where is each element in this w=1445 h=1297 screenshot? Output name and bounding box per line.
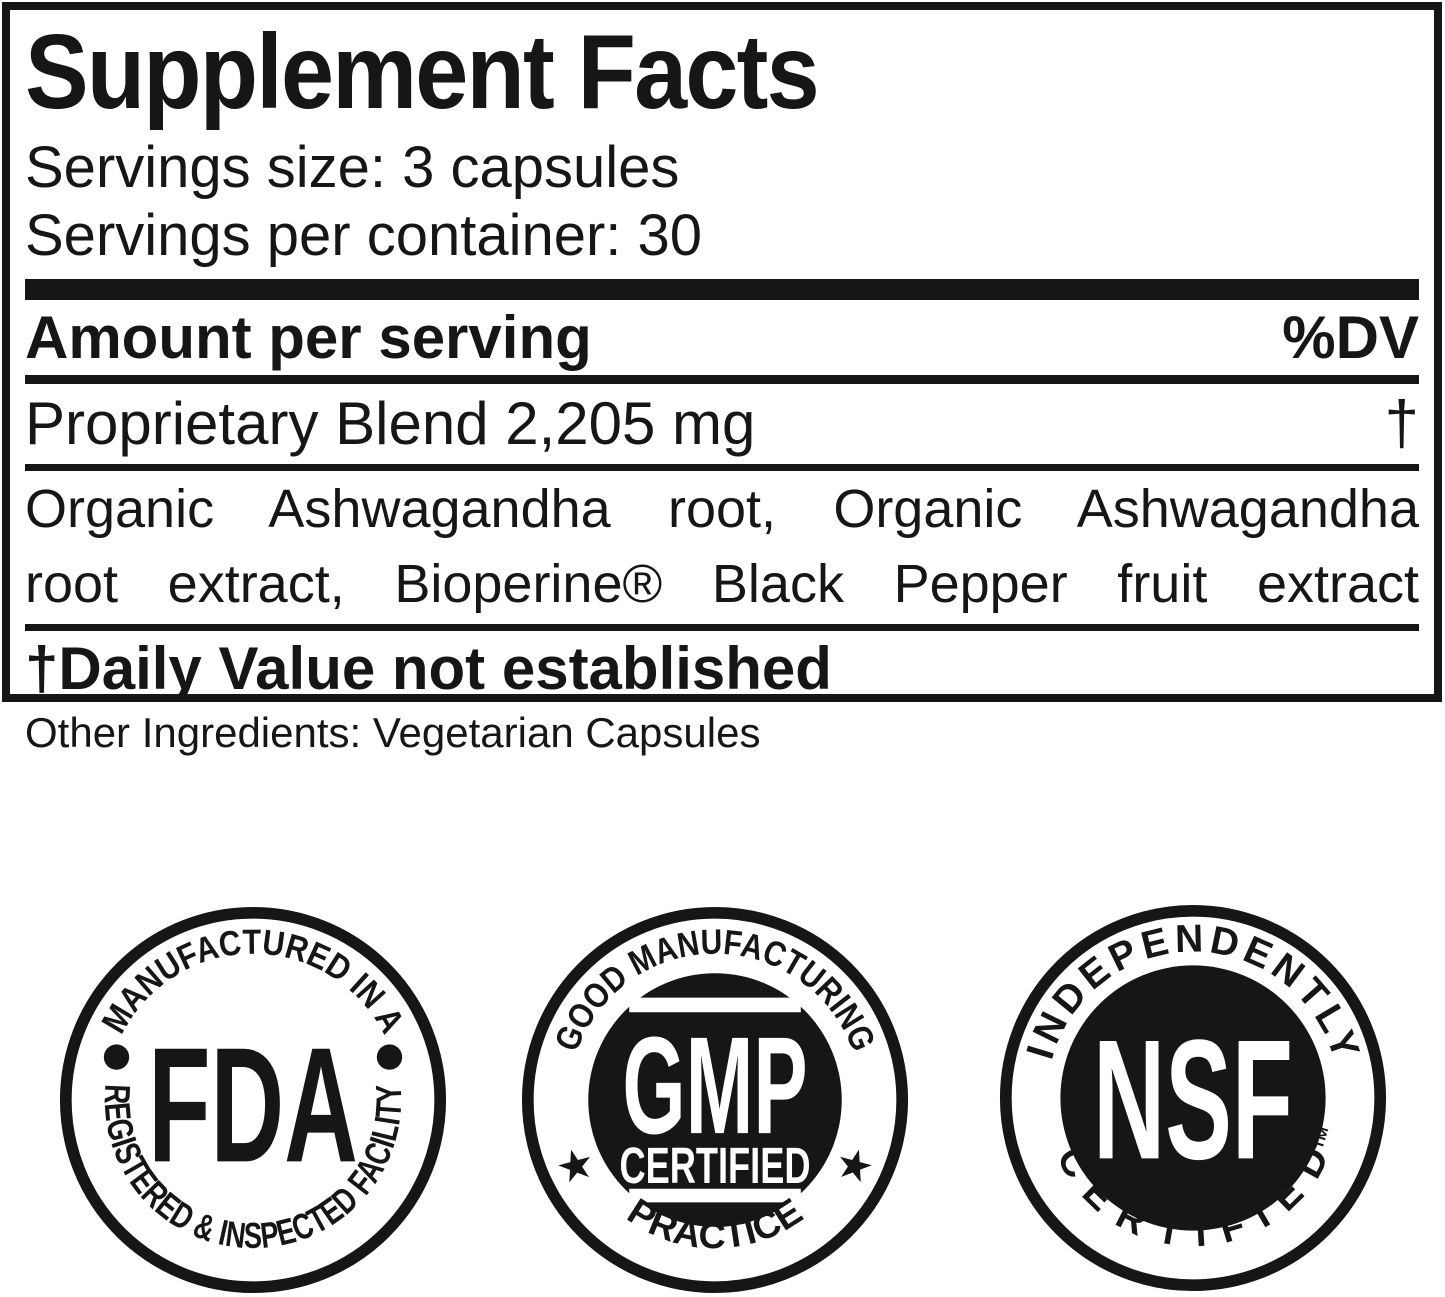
other-ingredients-line: Other Ingredients: Vegetarian Capsules [25,709,761,756]
blend-name: Proprietary Blend 2,205 mg [25,390,756,457]
amount-header-row: Amount per serving %DV [25,305,1419,371]
nsf-center-text: NSF [1093,1005,1293,1195]
fda-dot-left-icon [103,1044,130,1070]
divider [25,375,1419,384]
ingredients-line-1: Organic Ashwagandha root, Organic Ashwag… [25,479,1419,539]
gmp-center-disk [588,973,842,1227]
gmp-center-text: GMP [622,1009,807,1163]
supplement-facts-panel: Supplement Facts Servings size: 3 capsul… [2,2,1442,702]
blend-dv-dagger: † [1384,389,1419,458]
gmp-bottom-stripe [629,1188,801,1203]
dv-header: %DV [1282,304,1419,371]
daily-value-footnote: †Daily Value not established [25,635,832,702]
divider [25,624,1419,631]
fda-registered-facility-badge-icon: MANUFACTURED IN A REGISTERED & INSPECTED… [59,906,447,1294]
gmp-certified-badge-icon: GOOD MANUFACTURING PRACTICE GMP CERTIFIE… [521,906,909,1294]
thick-divider [25,279,1419,300]
fda-dot-right-icon [376,1044,403,1070]
gmp-top-stripe [629,997,801,1013]
fda-badge-ring [59,906,447,1294]
amount-per-serving-header: Amount per serving [25,304,592,371]
nsf-center-disk [1060,965,1326,1231]
gmp-certified-text: CERTIFIED [619,1137,810,1194]
fda-center-text: FDA [148,1013,358,1196]
ingredients-line-2: root extract, Bioperine® Black Pepper fr… [25,554,1419,614]
proprietary-blend-row: Proprietary Blend 2,205 mg † [25,392,1419,456]
divider [25,464,1419,471]
servings-per-container-line: Servings per container: 30 [25,203,703,268]
panel-title: Supplement Facts [25,13,820,131]
nsf-certified-badge-icon: INDEPENDENTLY CERTIFIED ™ NSF [999,904,1387,1292]
serving-size-line: Servings size: 3 capsules [25,135,680,200]
